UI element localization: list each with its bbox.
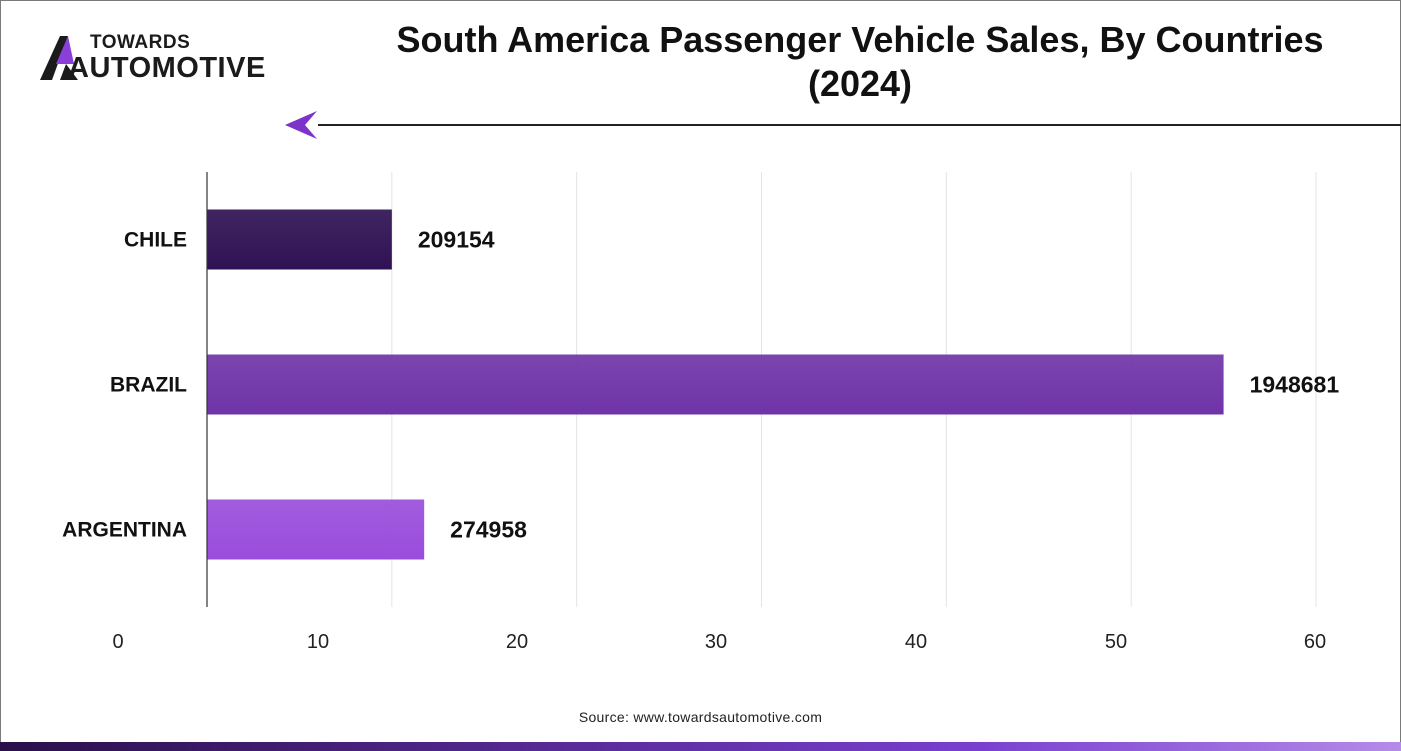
category-label-brazil: BRAZIL <box>110 374 187 397</box>
logo-mark-icon <box>40 36 78 80</box>
source-note: Source: www.towardsautomotive.com <box>578 709 823 725</box>
logo-line-2: AUTOMOTIVE <box>68 52 266 84</box>
category-label-argentina: ARGENTINA <box>62 519 187 542</box>
bottom-accent-bar <box>0 742 1401 751</box>
bar-brazil <box>207 354 1224 415</box>
x-tick-label-50: 50 <box>1105 631 1127 653</box>
bar-chart: 0 10 20 30 40 50 60 CHILE 209154 BRAZIL 1948681 ARG… <box>62 172 1340 653</box>
title-divider <box>318 124 1401 126</box>
x-tick-label-40: 40 <box>905 631 927 653</box>
data-label-brazil: 1948681 <box>1250 372 1340 398</box>
chart-title: South America Passenger Vehicle Sales, B… <box>396 19 1324 104</box>
category-label-chile: CHILE <box>124 229 187 252</box>
brand-logo: TOWARDS AUTOMOTIVE <box>38 32 288 84</box>
data-label-chile: 209154 <box>418 227 495 253</box>
data-label-argentina: 274958 <box>450 517 527 543</box>
arrow-left-icon <box>285 111 317 139</box>
logo-line-1: TOWARDS <box>90 32 191 53</box>
x-tick-label-60: 60 <box>1304 631 1326 653</box>
x-tick-label-10: 10 <box>307 631 329 653</box>
bar-chile <box>207 209 392 270</box>
x-tick-label-0: 0 <box>112 631 123 653</box>
x-tick-label-30: 30 <box>705 631 727 653</box>
bar-argentina <box>207 499 425 560</box>
x-tick-label-20: 20 <box>506 631 528 653</box>
